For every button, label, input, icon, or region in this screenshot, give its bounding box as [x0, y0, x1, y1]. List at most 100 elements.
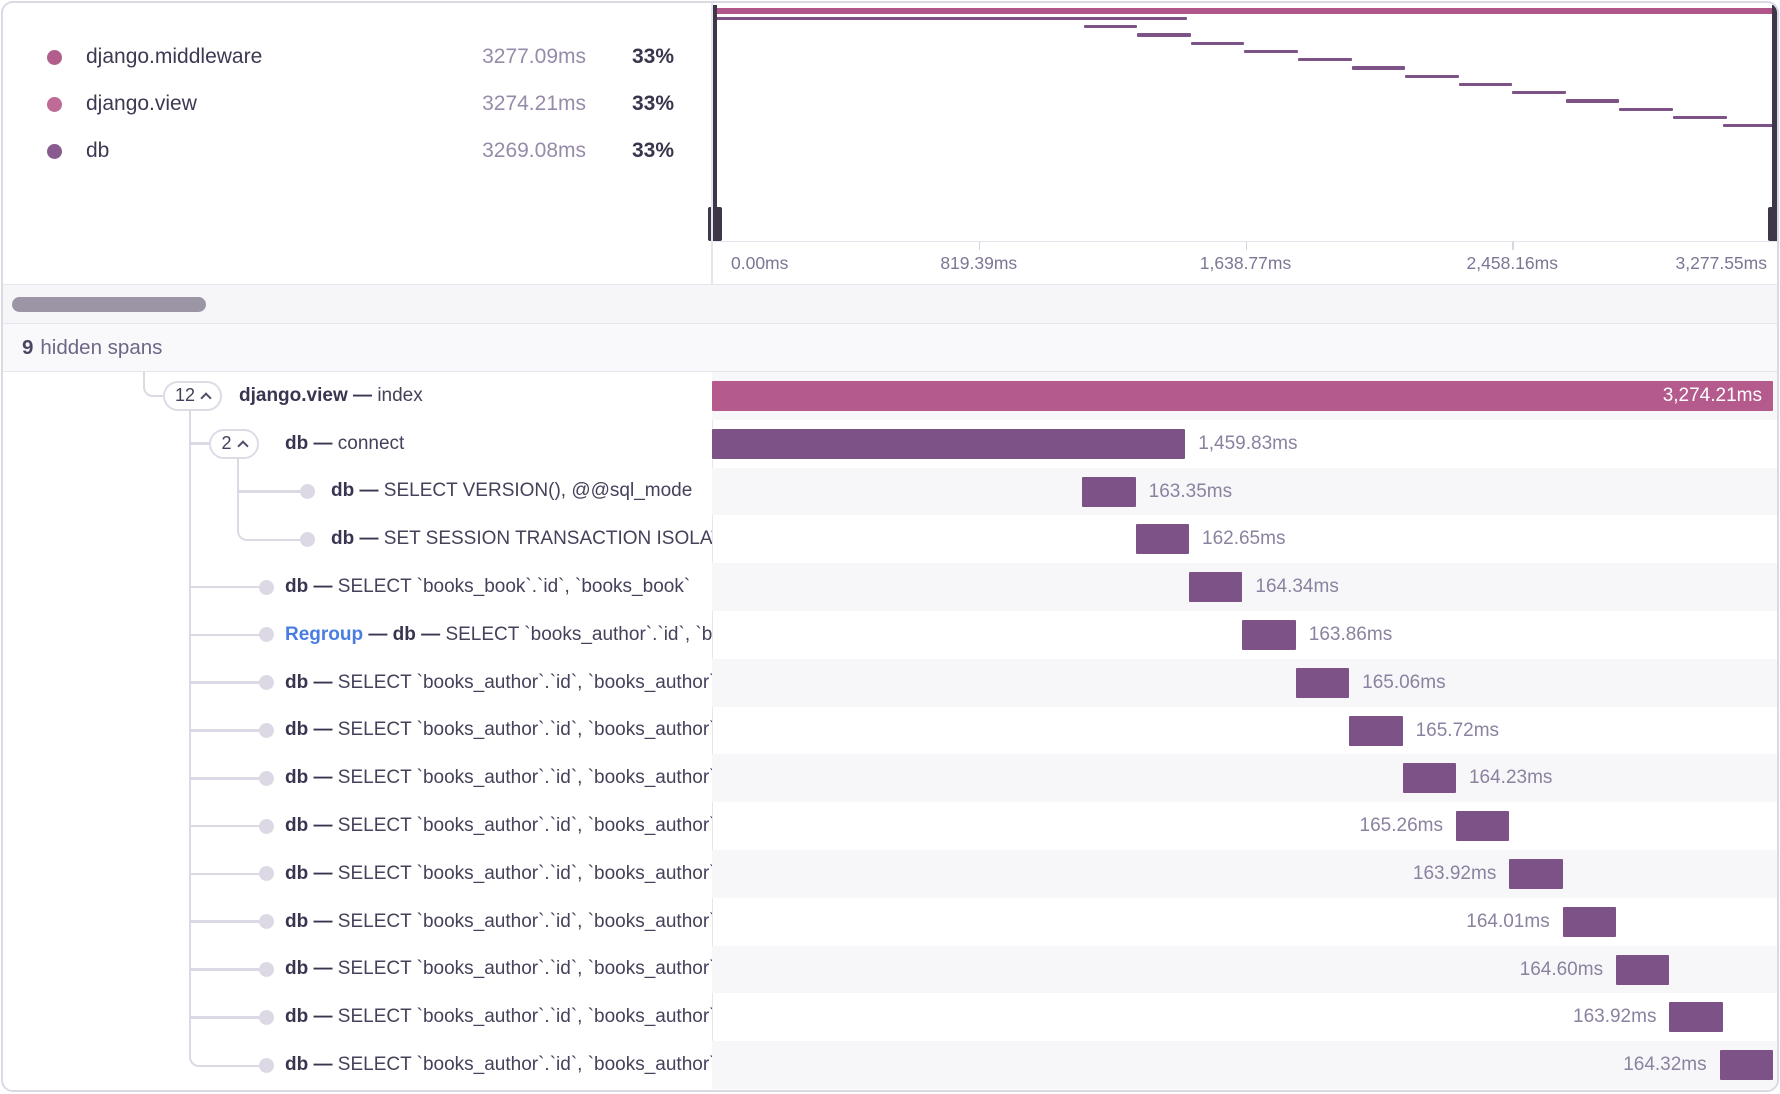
span-bullet — [259, 1057, 274, 1073]
span-row[interactable]: db — SELECT `books_author`.`id`, `books_… — [3, 897, 1777, 946]
collapse-badge[interactable]: 12 — [163, 380, 222, 411]
tree-connector — [189, 681, 261, 684]
minimap-right-handle[interactable] — [1772, 5, 1777, 208]
legend-label: db — [86, 139, 110, 162]
span-timeline-cell: 164.01ms — [712, 898, 1777, 946]
span-duration-bar[interactable] — [1082, 476, 1136, 507]
span-label[interactable]: django.view — index — [239, 384, 423, 406]
minimap-bar-django.view — [712, 11, 1777, 15]
span-label[interactable]: db — SELECT `books_author`.`id`, `books_… — [285, 672, 712, 694]
span-operation: db — [285, 958, 309, 980]
span-template-link[interactable]: Regroup — [285, 623, 364, 645]
minimap-left-handle-grip[interactable] — [707, 207, 722, 241]
minimap-bar-db-query — [1083, 25, 1138, 29]
span-row[interactable]: db — SET SESSION TRANSACTION ISOLATION L… — [3, 515, 1777, 564]
span-row[interactable]: 2 db — connect 1,459.83ms — [3, 419, 1777, 468]
legend-duration: 3269.08ms — [482, 139, 586, 162]
span-row[interactable]: db — SELECT `books_author`.`id`, `books_… — [3, 945, 1777, 994]
hidden-spans-row[interactable]: 9 hidden spans — [3, 324, 1777, 371]
span-operation: db — [331, 480, 355, 502]
span-duration-bar[interactable] — [1189, 572, 1243, 603]
span-tree-cell: 2 db — connect — [3, 419, 712, 468]
span-row[interactable]: db — SELECT `books_author`.`id`, `books_… — [3, 849, 1777, 898]
legend-color-dot — [47, 96, 62, 112]
minimap-bar-db-query — [1190, 41, 1245, 45]
span-operation: db — [285, 1006, 309, 1028]
span-label[interactable]: db — SELECT `books_author`.`id`, `books_… — [285, 767, 712, 789]
span-duration-bar[interactable] — [712, 381, 1773, 411]
span-duration-label: 163.86ms — [1308, 623, 1393, 645]
span-duration-label: 164.23ms — [1468, 767, 1553, 789]
span-duration-bar[interactable] — [1242, 619, 1296, 650]
scrollbar-thumb[interactable] — [12, 297, 206, 312]
span-row[interactable]: db — SELECT `books_author`.`id`, `books_… — [3, 706, 1777, 755]
span-timeline-cell: 1,459.83ms — [712, 420, 1777, 468]
span-duration-bar[interactable] — [1402, 763, 1456, 794]
timeline-minimap[interactable] — [707, 3, 1777, 241]
span-duration-bar[interactable] — [1135, 524, 1190, 555]
span-detail: SELECT `books_author`.`id`, `books_autho… — [337, 815, 712, 837]
span-timeline-cell: 3,274.21ms — [712, 372, 1777, 420]
span-label[interactable]: db — SELECT `books_book`.`id`, `books_bo… — [285, 576, 691, 598]
span-label[interactable]: db — SELECT `books_author`.`id`, `books_… — [285, 958, 712, 980]
span-row[interactable]: 12 django.view — index 3,274.21ms — [3, 372, 1777, 420]
span-label[interactable]: db — SET SESSION TRANSACTION ISOLATION L… — [331, 528, 712, 550]
span-timeline-cell: 165.26ms — [712, 802, 1777, 850]
span-row[interactable]: Regroup — db — SELECT `books_author`.`id… — [3, 610, 1777, 659]
span-label[interactable]: db — SELECT `books_author`.`id`, `books_… — [285, 863, 712, 885]
legend-color-dot — [47, 143, 62, 159]
minimap-bar-db-query — [1351, 66, 1406, 70]
span-timeline-cell: 163.35ms — [712, 467, 1777, 516]
minimap-right-handle-grip[interactable] — [1767, 207, 1777, 241]
span-operation: db — [285, 1054, 309, 1076]
span-label[interactable]: db — SELECT `books_author`.`id`, `books_… — [285, 815, 712, 837]
span-operation: db — [285, 910, 309, 932]
span-duration-bar[interactable] — [1719, 1050, 1773, 1081]
minimap-left-handle[interactable] — [712, 5, 717, 208]
axis-tick-mark — [978, 242, 981, 250]
legend-duration: 3274.21ms — [482, 92, 586, 115]
span-label[interactable]: db — SELECT `books_author`.`id`, `books_… — [285, 1006, 712, 1028]
span-tree-cell: db — SELECT `books_author`.`id`, `books_… — [3, 897, 712, 946]
span-list: 12 django.view — index 3,274.21ms 2 db — con… — [3, 372, 1777, 1089]
tree-connector — [189, 872, 261, 876]
span-row[interactable]: db — SELECT `books_book`.`id`, `books_bo… — [3, 563, 1777, 611]
span-label[interactable]: db — connect — [285, 432, 405, 454]
tree-connector — [189, 824, 261, 828]
span-duration-bar[interactable] — [1349, 715, 1403, 746]
span-label[interactable]: db — SELECT VERSION(), @@sql_mode — [331, 480, 693, 502]
span-row[interactable]: db — SELECT VERSION(), @@sql_mode 163.35m… — [3, 467, 1777, 516]
span-row[interactable]: db — SELECT `books_author`.`id`, `books_… — [3, 1041, 1777, 1089]
tree-connector — [189, 729, 261, 732]
span-row[interactable]: db — SELECT `books_author`.`id`, `books_… — [3, 658, 1777, 707]
tree-connector — [189, 777, 261, 780]
span-label[interactable]: Regroup — db — SELECT `books_author`.`id… — [285, 624, 712, 646]
span-detail: connect — [337, 432, 405, 454]
span-duration-bar[interactable] — [1562, 906, 1617, 937]
span-timeline-cell: 165.06ms — [712, 658, 1777, 707]
span-row[interactable]: db — SELECT `books_author`.`id`, `books_… — [3, 802, 1777, 850]
chevron-up-icon — [236, 440, 249, 452]
span-duration-bar[interactable] — [1455, 811, 1510, 842]
span-bullet — [259, 914, 274, 930]
span-label[interactable]: db — SELECT `books_author`.`id`, `books_… — [285, 1054, 712, 1076]
span-detail: SELECT `books_author`.`id`, `books_autho… — [337, 1054, 712, 1076]
span-tree-cell: 12 django.view — index — [3, 372, 712, 420]
legend-percent: 33% — [631, 45, 674, 68]
span-duration-label: 3,274.21ms — [1662, 385, 1762, 406]
axis-tick-mark — [1512, 242, 1514, 250]
span-detail: SELECT `books_author`.`id`, `books_autho… — [337, 958, 712, 980]
span-label[interactable]: db — SELECT `books_author`.`id`, `books_… — [285, 719, 712, 741]
span-duration-bar[interactable] — [1616, 954, 1670, 985]
span-duration-bar[interactable] — [1509, 858, 1563, 889]
span-duration-bar[interactable] — [1295, 667, 1350, 698]
span-row[interactable]: db — SELECT `books_author`.`id`, `books_… — [3, 754, 1777, 803]
minimap-bar-db-query — [1458, 82, 1513, 87]
panel-divider-top — [711, 3, 713, 323]
span-label[interactable]: db — SELECT `books_author`.`id`, `books_… — [285, 911, 712, 933]
span-row[interactable]: db — SELECT `books_author`.`id`, `books_… — [3, 993, 1777, 1042]
span-duration-bar[interactable] — [1669, 1002, 1723, 1033]
span-duration-bar[interactable] — [712, 428, 1186, 459]
span-tree-cell: db — SELECT `books_author`.`id`, `books_… — [3, 993, 712, 1042]
collapse-badge[interactable]: 2 — [209, 428, 259, 459]
